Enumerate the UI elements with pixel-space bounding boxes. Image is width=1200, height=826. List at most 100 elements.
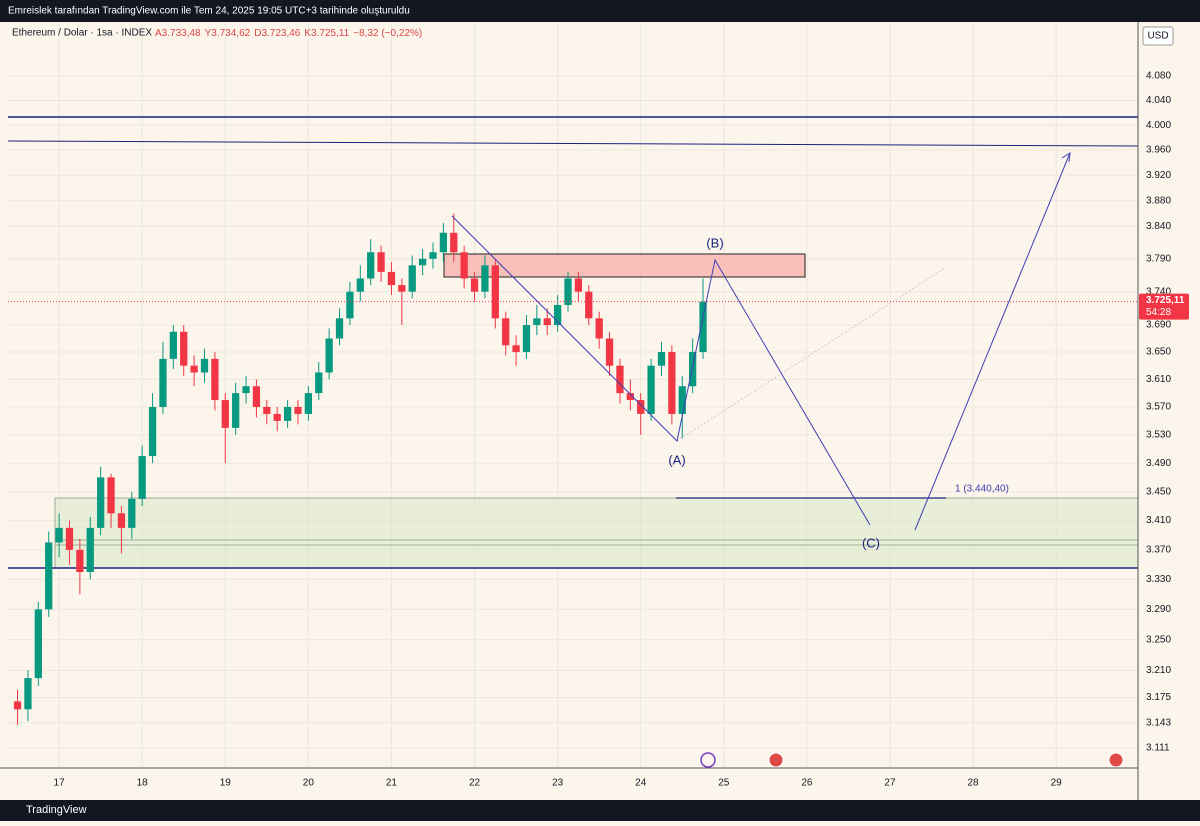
arrow-head bbox=[1061, 152, 1071, 163]
candle-body bbox=[491, 265, 499, 319]
x-tick-label: 20 bbox=[303, 778, 315, 789]
candle-body bbox=[367, 252, 375, 279]
candle-body bbox=[65, 527, 74, 550]
x-tick-label: 29 bbox=[1051, 778, 1063, 789]
candle-body bbox=[97, 477, 105, 528]
x-tick-label: 22 bbox=[469, 778, 481, 789]
candle-body bbox=[605, 338, 614, 366]
candle-body bbox=[398, 285, 406, 292]
price-axis bbox=[1138, 22, 1200, 800]
candle-body bbox=[522, 325, 531, 353]
candle-body bbox=[190, 365, 198, 373]
ohlc-value: −8,32 (−0,22%) bbox=[353, 28, 422, 39]
candle-body bbox=[678, 386, 686, 414]
candle-body bbox=[86, 527, 94, 572]
y-tick-label: 3.650 bbox=[1146, 347, 1171, 358]
x-tick-label: 19 bbox=[220, 778, 232, 789]
candle-body bbox=[315, 372, 323, 394]
y-tick-label: 3.175 bbox=[1146, 692, 1171, 703]
x-tick-label: 26 bbox=[801, 778, 813, 789]
ohlc-value: D3.723,46 bbox=[254, 28, 301, 39]
candle-body bbox=[553, 304, 562, 326]
candle-body bbox=[533, 318, 541, 326]
currency: USD bbox=[1147, 31, 1168, 42]
candle-body bbox=[45, 542, 53, 610]
candle-body bbox=[377, 252, 385, 272]
candle-body bbox=[512, 345, 520, 353]
projection-line bbox=[914, 152, 1071, 531]
candle-body bbox=[242, 386, 250, 394]
candle-body bbox=[418, 258, 427, 266]
currency-box bbox=[1142, 26, 1174, 46]
candle-body bbox=[647, 365, 655, 414]
candle-body bbox=[211, 358, 219, 401]
flag-icon[interactable] bbox=[768, 752, 784, 768]
candle-body bbox=[543, 318, 551, 326]
footer-bar bbox=[0, 800, 1200, 821]
candle-body bbox=[502, 318, 510, 346]
ohlc-value: K3.725,11 bbox=[304, 28, 349, 39]
y-tick-label: 3.740 bbox=[1146, 286, 1171, 297]
y-tick-label: 3.330 bbox=[1146, 574, 1171, 585]
y-tick-label: 3.920 bbox=[1146, 170, 1171, 181]
candle-body bbox=[595, 318, 603, 339]
y-tick-label: 3.790 bbox=[1146, 253, 1171, 264]
candle-body bbox=[221, 400, 229, 428]
candle-body bbox=[356, 278, 364, 292]
x-tick-label: 21 bbox=[386, 778, 398, 789]
y-tick-label: 4.040 bbox=[1146, 95, 1171, 106]
y-tick-label: 4.000 bbox=[1146, 120, 1171, 131]
channel-line bbox=[676, 267, 946, 442]
candle-body bbox=[304, 393, 312, 414]
candle-body bbox=[263, 406, 271, 414]
candle-body bbox=[564, 278, 572, 305]
x-tick-label: 23 bbox=[552, 778, 564, 789]
candle-body bbox=[657, 352, 666, 366]
event-icon[interactable] bbox=[700, 752, 716, 768]
price-box bbox=[1139, 293, 1189, 320]
axis-labels: 4.080 4.040 4.000 3.960 3.920 3.880 3.840 3.790… bbox=[54, 71, 1189, 789]
x-tick-label: 28 bbox=[968, 778, 980, 789]
candle-body bbox=[481, 265, 489, 292]
last-price: 3.725,11 bbox=[1146, 295, 1185, 306]
y-tick-label: 4.080 bbox=[1146, 71, 1171, 82]
candle-body bbox=[107, 477, 115, 514]
candle-body bbox=[273, 413, 281, 421]
candle-body bbox=[180, 331, 188, 366]
y-tick-label: 3.610 bbox=[1146, 374, 1171, 385]
candle-body bbox=[408, 265, 416, 292]
candle-body bbox=[699, 301, 707, 353]
wave-path bbox=[451, 215, 871, 526]
candle-body bbox=[294, 406, 302, 414]
candle-body bbox=[460, 252, 468, 279]
y-tick-label: 3.143 bbox=[1146, 717, 1171, 728]
candle-body bbox=[335, 318, 344, 339]
grid bbox=[8, 22, 1138, 768]
candle-body bbox=[637, 400, 645, 414]
candle-body bbox=[346, 291, 354, 319]
y-tick-label: 3.690 bbox=[1146, 320, 1171, 331]
x-tick-label: 27 bbox=[884, 778, 896, 789]
candle-body bbox=[439, 232, 448, 253]
flag-icon[interactable] bbox=[1108, 752, 1124, 768]
candle-body bbox=[429, 252, 437, 259]
x-tick-label: 17 bbox=[54, 778, 66, 789]
candle-body bbox=[325, 338, 333, 373]
candle-body bbox=[24, 678, 32, 710]
ohlc: A3.733,48 Y3.734,62 D3.723,46 K3.725,11 −8,3… bbox=[155, 28, 422, 39]
y-tick-label: 3.530 bbox=[1146, 430, 1171, 441]
candle-body bbox=[668, 352, 676, 414]
x-tick-label: 18 bbox=[137, 778, 149, 789]
y-tick-label: 3.880 bbox=[1146, 195, 1171, 206]
y-tick-label: 3.111 bbox=[1146, 743, 1170, 754]
candle-body bbox=[574, 278, 583, 292]
candle-body bbox=[200, 358, 209, 373]
wave-label: (C) bbox=[862, 535, 880, 550]
candle-body bbox=[470, 278, 479, 292]
brand: TradingView bbox=[26, 804, 87, 816]
candle-body bbox=[626, 393, 634, 401]
candle-body bbox=[138, 456, 146, 499]
